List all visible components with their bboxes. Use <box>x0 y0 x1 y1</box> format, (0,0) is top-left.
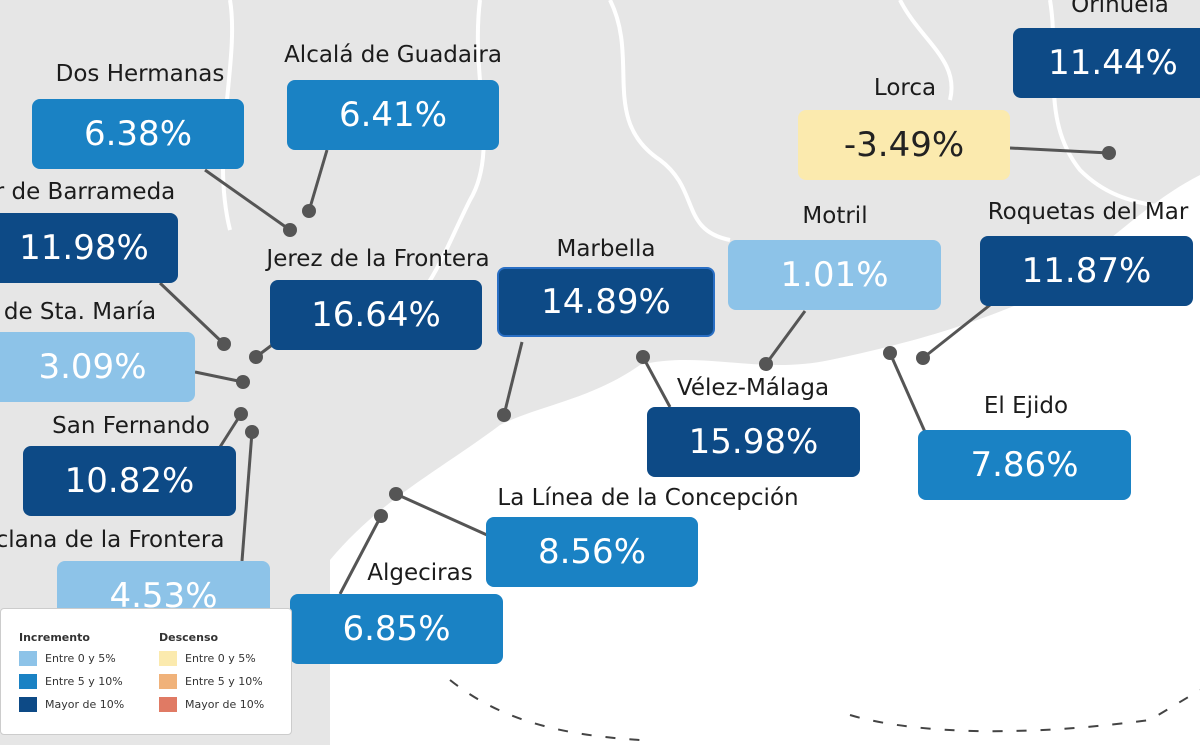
legend-swatch <box>159 697 177 712</box>
city-pin <box>236 375 250 389</box>
city-name: Marbella <box>556 236 656 262</box>
value-box: 3.09% <box>0 332 195 402</box>
value-box: 8.56% <box>486 517 698 587</box>
city-name: Algeciras <box>367 560 473 586</box>
legend-swatch <box>19 674 37 689</box>
city-name: El Ejido <box>983 393 1069 419</box>
city-name: Alcalá de Guadaira <box>284 42 502 68</box>
value-box: 11.87% <box>980 236 1193 306</box>
leader-line <box>204 168 291 232</box>
city-name: clana de la Frontera <box>0 527 225 553</box>
leader-line <box>395 492 488 537</box>
value-box: -3.49% <box>798 110 1010 180</box>
legend-label: Entre 0 y 5% <box>45 652 116 665</box>
legend-item: Entre 5 y 10% <box>19 674 123 689</box>
leader-line <box>1009 146 1110 155</box>
value-box: 11.44% <box>1013 28 1200 98</box>
legend-item: Entre 0 y 5% <box>159 651 256 666</box>
city-pin <box>249 350 263 364</box>
city-name: Roquetas del Mar <box>987 199 1189 225</box>
legend-swatch <box>159 651 177 666</box>
city-name: Jerez de la Frontera <box>266 246 490 272</box>
city-pin <box>883 346 897 360</box>
value-box: 6.41% <box>287 80 499 150</box>
legend-title: Descenso <box>159 631 219 644</box>
city-pin <box>217 337 231 351</box>
value-box: 10.82% <box>23 446 236 516</box>
leader-line <box>764 310 807 365</box>
legend-swatch <box>19 651 37 666</box>
city-pin <box>283 223 297 237</box>
legend-label: Entre 0 y 5% <box>185 652 256 665</box>
city-pin <box>759 357 773 371</box>
leader-line <box>888 352 927 433</box>
value-box: 11.98% <box>0 213 178 283</box>
leader-line <box>338 515 383 595</box>
value-box: 6.38% <box>32 99 244 169</box>
leader-line <box>922 303 991 360</box>
legend-item: Entre 0 y 5% <box>19 651 116 666</box>
value-box: 6.85% <box>290 594 503 664</box>
value-box: 1.01% <box>728 240 941 310</box>
city-name: Vélez-Málaga <box>676 375 830 401</box>
city-pin <box>302 204 316 218</box>
city-name: Lorca <box>873 75 937 101</box>
legend-label: Mayor de 10% <box>45 698 125 711</box>
value-box: 15.98% <box>647 407 860 477</box>
legend-label: Entre 5 y 10% <box>185 675 263 688</box>
legend-label: Mayor de 10% <box>185 698 265 711</box>
value-box: 7.86% <box>918 430 1131 500</box>
legend: Incremento Descenso Entre 0 y 5% Entre 5 … <box>0 608 292 735</box>
city-pin <box>234 407 248 421</box>
city-name: Orihuela <box>1071 0 1169 18</box>
legend-item: Entre 5 y 10% <box>159 674 263 689</box>
city-name: La Línea de la Concepción <box>497 485 799 511</box>
city-name: r de Barrameda <box>0 179 176 205</box>
city-name: Motril <box>802 203 868 229</box>
leader-line <box>307 149 329 212</box>
leader-line <box>240 431 254 562</box>
legend-label: Entre 5 y 10% <box>45 675 123 688</box>
legend-title: Incremento <box>19 631 90 644</box>
legend-swatch <box>19 697 37 712</box>
legend-item: Mayor de 10% <box>19 697 124 712</box>
leader-line <box>641 356 672 408</box>
city-pin <box>389 487 403 501</box>
legend-item: Mayor de 10% <box>159 697 264 712</box>
city-pin <box>916 351 930 365</box>
value-box: 14.89% <box>497 267 715 337</box>
legend-swatch <box>159 674 177 689</box>
city-pin <box>636 350 650 364</box>
city-name: de Sta. María <box>3 299 157 325</box>
city-pin <box>374 509 388 523</box>
city-pin <box>1102 146 1116 160</box>
leader-line <box>158 281 226 346</box>
city-name: Dos Hermanas <box>55 61 225 87</box>
city-name: San Fernando <box>52 413 210 439</box>
border-dashed <box>449 679 1200 741</box>
leader-line <box>194 370 244 384</box>
value-box: 16.64% <box>270 280 482 350</box>
city-pin <box>497 408 511 422</box>
city-pin <box>245 425 259 439</box>
leader-line <box>502 341 524 416</box>
